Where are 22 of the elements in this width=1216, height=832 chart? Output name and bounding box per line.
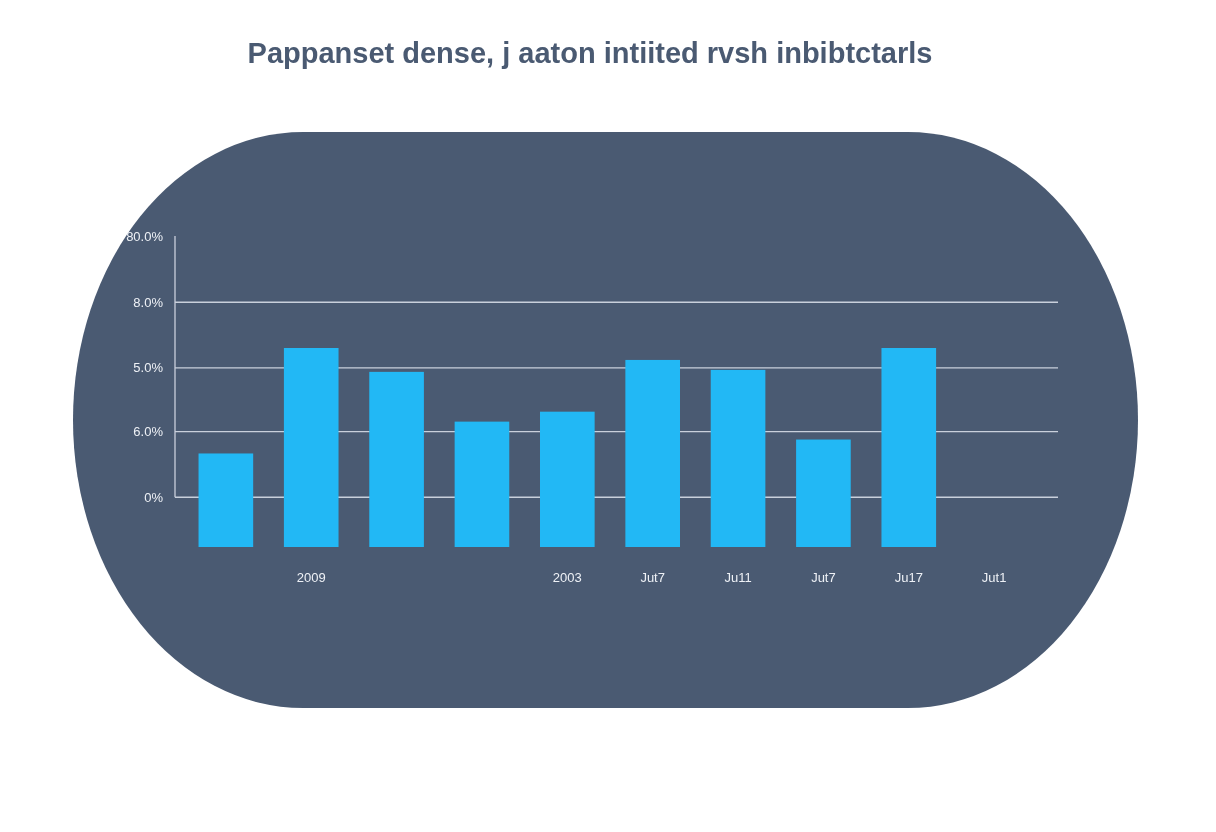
bar	[283, 348, 339, 547]
bar	[369, 371, 424, 547]
x-tick-label: Ju17	[894, 570, 923, 585]
text: 8.0%	[133, 294, 164, 310]
text: 5.0%	[133, 360, 164, 376]
x-tick-label: Ju11	[724, 570, 752, 585]
chart-title: Pappanset dense, j aaton intiited rvsh inbibtctarls	[247, 37, 933, 69]
x-tick-label: 2009	[296, 570, 326, 585]
text: 6.0%	[133, 424, 164, 440]
text: 80.0%	[126, 228, 164, 244]
x-tick-label: Jut7	[811, 570, 836, 585]
x-tick-label: Jut1	[981, 570, 1007, 585]
bar	[454, 421, 510, 547]
bar	[796, 439, 851, 547]
bar	[881, 348, 937, 547]
bar	[710, 369, 766, 547]
text: 0%	[144, 489, 164, 505]
x-tick-label: 2003	[552, 570, 582, 585]
bar	[625, 359, 680, 547]
x-tick-label: Jut7	[640, 570, 665, 585]
bar	[198, 453, 254, 547]
bar	[540, 411, 595, 547]
